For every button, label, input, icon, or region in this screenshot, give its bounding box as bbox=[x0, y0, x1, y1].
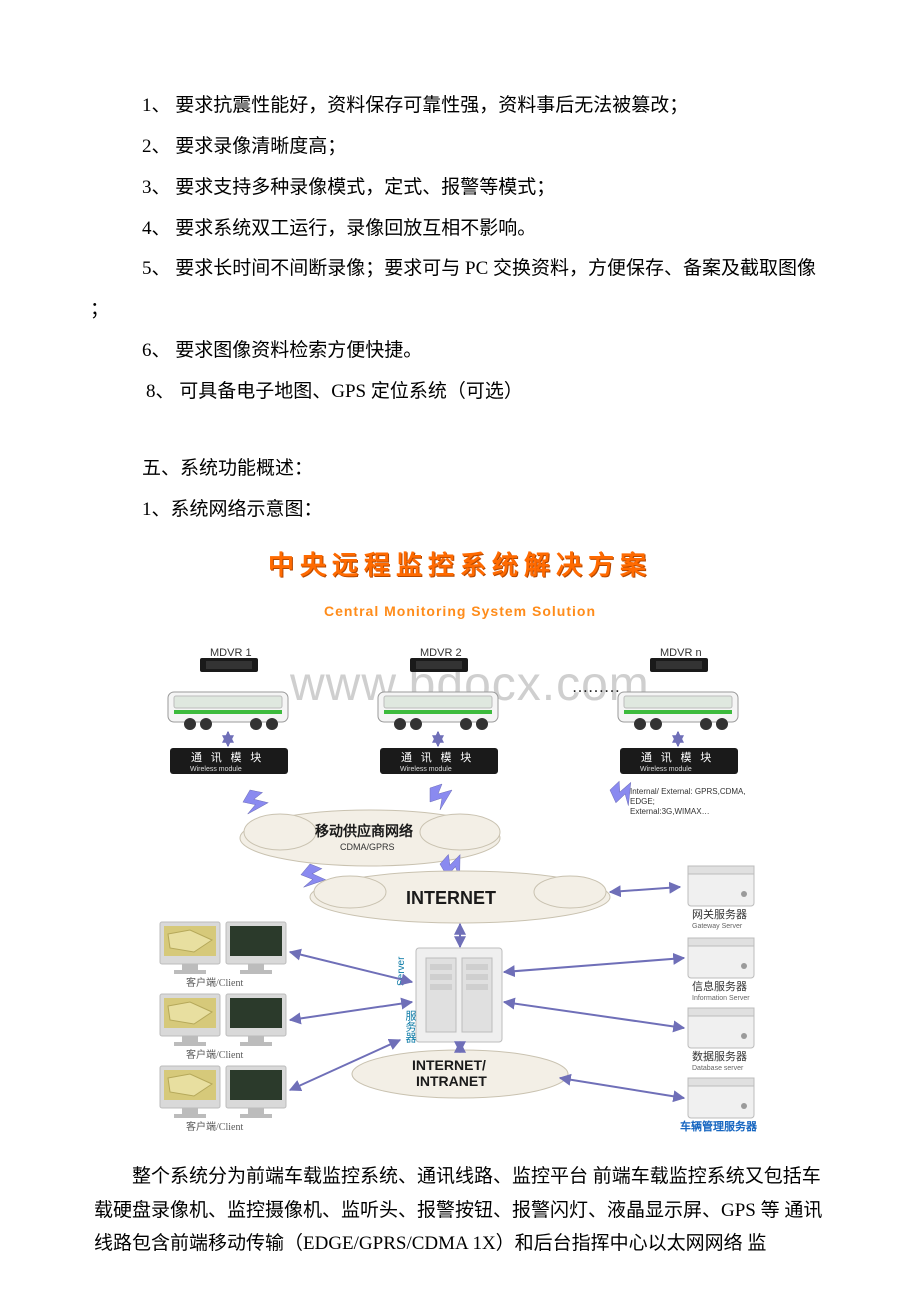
client-cn: 客户端 bbox=[186, 976, 216, 989]
client-en: /Client bbox=[216, 978, 243, 989]
dvr-icon bbox=[650, 658, 708, 672]
dvr-icon bbox=[200, 658, 258, 672]
mdvr-dots: ……… bbox=[572, 679, 620, 696]
bus-icon bbox=[168, 692, 288, 730]
client-en: /Client bbox=[216, 1122, 243, 1132]
req-8: 8、 可具备电子地图、GPS 定位系统（可选） bbox=[90, 372, 830, 413]
req-4: 4、 要求系统双工运行，录像回放互相不影响。 bbox=[90, 209, 830, 250]
network-diagram: 中央远程监控系统解决方案 Central Monitoring System S… bbox=[140, 538, 780, 1132]
client-group: 客户端/Client bbox=[160, 1066, 286, 1132]
db-server-icon bbox=[688, 1008, 754, 1048]
operator-en: CDMA/GPRS bbox=[340, 842, 395, 852]
intranet-label-2: INTRANET bbox=[416, 1073, 487, 1089]
req-1: 1、 要求抗震性能好，资料保存可靠性强，资料事后无法被篡改； bbox=[90, 86, 830, 127]
gateway-server-icon bbox=[688, 866, 754, 906]
internet-label: INTERNET bbox=[406, 888, 496, 908]
netspec-2: EDGE; bbox=[630, 797, 655, 806]
client-cn: 客户端 bbox=[186, 1048, 216, 1061]
req-5a: 5、 要求长时间不间断录像；要求可与 PC 交换资料，方便保存、备案及截取图像 bbox=[90, 249, 830, 290]
svg-text:客户端/Client: 客户端/Client bbox=[186, 1048, 243, 1061]
internet-cloud: INTERNET bbox=[310, 871, 610, 923]
section-5-heading: 五、系统功能概述： bbox=[90, 449, 830, 490]
operator-cloud: 移动供应商网络 CDMA/GPRS bbox=[240, 810, 500, 866]
diagram-title-en: Central Monitoring System Solution bbox=[140, 596, 780, 626]
intranet-cloud: INTERNET/ INTRANET bbox=[352, 1050, 568, 1098]
comm-module-en: Wireless module bbox=[640, 766, 692, 773]
client-group: 客户端/Client bbox=[160, 922, 286, 989]
client-cn: 客户端 bbox=[186, 1120, 216, 1132]
gateway-en: Gateway Server bbox=[692, 923, 743, 930]
db-en: Database server bbox=[692, 1065, 744, 1072]
svg-text:客户端/Client: 客户端/Client bbox=[186, 976, 243, 989]
server-en: Server bbox=[396, 956, 407, 986]
req-3: 3、 要求支持多种录像模式，定式、报警等模式； bbox=[90, 168, 830, 209]
bus-icon bbox=[378, 692, 498, 730]
document-page: 1、 要求抗震性能好，资料保存可靠性强，资料事后无法被篡改； 2、 要求录像清晰… bbox=[0, 0, 920, 1310]
dvr-icon bbox=[410, 658, 468, 672]
mdvr2-label: MDVR 2 bbox=[420, 647, 462, 659]
req-6: 6、 要求图像资料检索方便快捷。 bbox=[90, 331, 830, 372]
diagram-svg: www.bdocx.com MDVR 1 MDVR 2 MDVR n ……… 通… bbox=[140, 642, 780, 1132]
intranet-label-1: INTERNET/ bbox=[412, 1057, 486, 1073]
db-cn: 数据服务器 bbox=[692, 1049, 747, 1063]
info-cn: 信息服务器 bbox=[692, 979, 747, 993]
req-2: 2、 要求录像清晰度高； bbox=[90, 127, 830, 168]
svg-text:客户端/Client: 客户端/Client bbox=[186, 1120, 243, 1132]
info-en: Information Server bbox=[692, 995, 750, 1002]
req-5b: ； bbox=[90, 290, 830, 331]
mdvr1-label: MDVR 1 bbox=[210, 647, 252, 659]
gateway-cn: 网关服务器 bbox=[692, 907, 747, 921]
comm-module-cn: 通 讯 模 块 bbox=[191, 751, 264, 764]
section-5-sub1: 1、系统网络示意图： bbox=[90, 490, 830, 531]
diagram-title-cn: 中央远程监控系统解决方案 bbox=[140, 538, 780, 594]
comm-module-en: Wireless module bbox=[400, 766, 452, 773]
paragraph-body: 整个系统分为前端车载监控系统、通讯线路、监控平台 前端车载监控系统又包括车载硬盘… bbox=[90, 1160, 830, 1260]
mdvrn-label: MDVR n bbox=[660, 647, 702, 659]
client-group: 客户端/Client bbox=[160, 994, 286, 1061]
comm-module-cn: 通 讯 模 块 bbox=[641, 751, 714, 764]
comm-module-en: Wireless module bbox=[190, 766, 242, 773]
lightning-icon bbox=[430, 784, 452, 810]
info-server-icon bbox=[688, 938, 754, 978]
server-cn: 服务器 bbox=[404, 1010, 417, 1044]
netspec-3: External:3G,WIMAX… bbox=[630, 807, 710, 816]
vms-server-icon bbox=[688, 1078, 754, 1118]
comm-module-cn: 通 讯 模 块 bbox=[401, 751, 474, 764]
operator-cn: 移动供应商网络 bbox=[315, 823, 413, 839]
bus-icon bbox=[618, 692, 738, 730]
client-en: /Client bbox=[216, 1050, 243, 1061]
netspec-1: Internal/ External: GPRS,CDMA, bbox=[630, 787, 746, 796]
vms-cn: 车辆管理服务器 bbox=[680, 1119, 758, 1132]
main-server-icon bbox=[416, 948, 502, 1042]
